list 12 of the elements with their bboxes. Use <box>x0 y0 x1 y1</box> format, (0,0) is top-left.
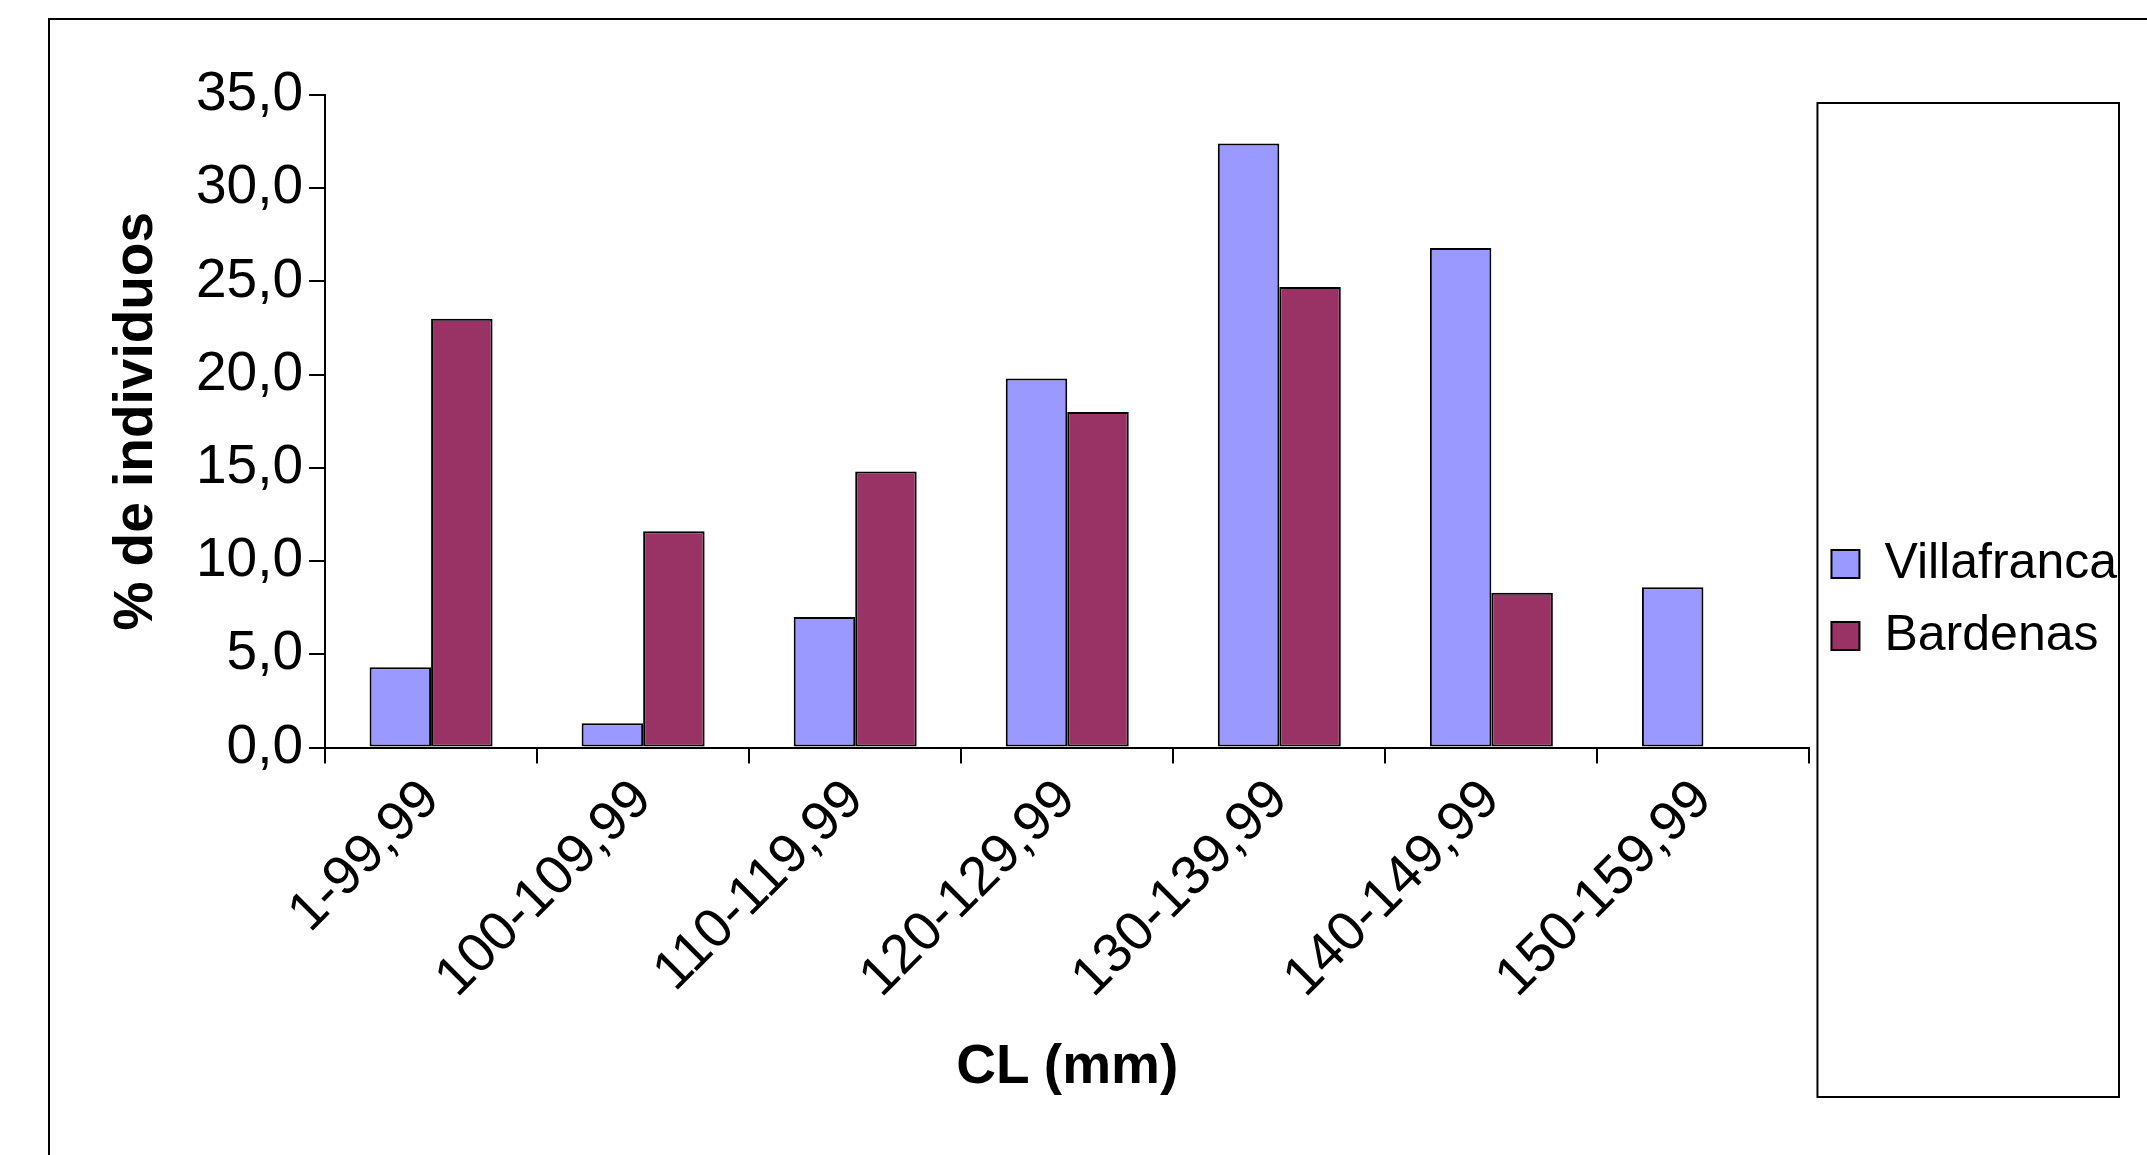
y-tick-label: 35,0 <box>196 60 304 123</box>
legend-label: Villafranca <box>1884 532 2118 589</box>
x-axis-title: CL (mm) <box>956 1033 1179 1096</box>
y-tick-label: 30,0 <box>196 153 304 216</box>
legend-label: Bardenas <box>1884 604 2099 661</box>
y-tick-label: 20,0 <box>196 339 304 402</box>
y-tick-label: 10,0 <box>196 526 304 589</box>
y-tick-label: 0,0 <box>226 712 304 775</box>
y-tick-label: 15,0 <box>196 433 304 496</box>
y-tick-label: 25,0 <box>196 246 304 309</box>
y-axis-title: % de individuos <box>102 211 165 631</box>
y-tick-label: 5,0 <box>226 619 304 682</box>
